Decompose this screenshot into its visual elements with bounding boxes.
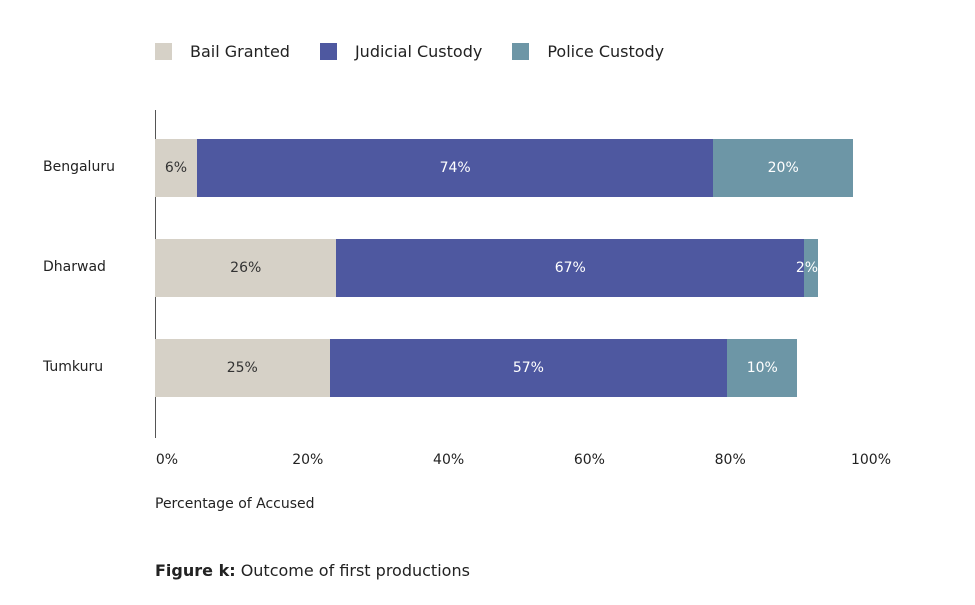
bar-segment: 67% [336,239,805,297]
legend-label: Bail Granted [190,42,290,61]
legend-label: Police Custody [547,42,665,61]
legend-item: Police Custody [512,42,664,61]
legend: Bail Granted Judicial Custody Police Custo… [155,42,664,61]
bar-segment: 10% [727,339,798,397]
caption-text: Outcome of first productions [235,561,470,580]
data-label: 57% [512,360,544,376]
x-axis-label: Percentage of Accused [155,496,315,512]
x-tick-label: 20% [292,452,324,468]
category-label: Tumkuru [43,359,104,375]
bar-segment: 6% [155,139,197,197]
data-label: 10% [746,360,778,376]
data-label: 26% [230,260,262,276]
caption-prefix: Figure k: [155,561,236,580]
bar-segment: 20% [713,139,853,197]
bar-segment: 2% [796,239,819,297]
x-tick-label: 100% [850,452,892,468]
figure-caption: Figure k: Outcome of first productions [155,561,470,580]
data-label: 74% [439,160,471,176]
legend-item: Judicial Custody [319,42,483,61]
data-label: 25% [226,360,258,376]
legend-swatch [319,43,337,60]
bar-segment: 74% [196,139,714,197]
legend-label: Judicial Custody [354,42,483,61]
legend-swatch [155,43,172,60]
bar-segment: 26% [155,239,337,297]
data-label: 2% [795,260,819,276]
category-label: Dharwad [43,259,106,275]
bar-segment: 25% [155,339,330,397]
data-label: 67% [554,260,586,276]
category-label: Bengaluru [43,159,115,175]
x-tick-label: 40% [433,452,465,468]
data-label: 20% [767,160,799,176]
legend-swatch [512,43,530,60]
bar-segment: 57% [329,339,728,397]
legend-item: Bail Granted [155,42,290,61]
x-tick-label: 0% [155,452,179,468]
data-label: 6% [164,160,188,176]
x-tick-label: 80% [714,452,746,468]
x-tick-label: 60% [573,452,605,468]
